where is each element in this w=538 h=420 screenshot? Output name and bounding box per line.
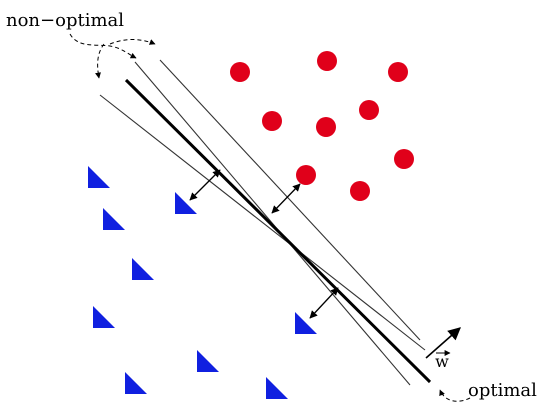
- class-a-point: [230, 62, 250, 82]
- class-a-point: [388, 62, 408, 82]
- class-b-point: [93, 306, 115, 328]
- margin-arrow-middle: [271, 183, 301, 214]
- class-b-point: [103, 208, 125, 230]
- optimal-separator-line: [124, 78, 432, 384]
- non-optimal-pointer-1: [69, 33, 137, 59]
- weight-vector-symbol: w: [435, 352, 449, 371]
- class-b-point: [175, 192, 197, 214]
- margin-arrow-right: [309, 287, 339, 319]
- optimal-pointer: [439, 389, 471, 402]
- class-a-points: [230, 51, 414, 201]
- class-a-point: [350, 181, 370, 201]
- class-b-point: [88, 166, 110, 188]
- class-a-point: [317, 51, 337, 71]
- non-optimal-pointer-2: [95, 43, 105, 79]
- class-b-point: [197, 350, 219, 372]
- non-optimal-label: non−optimal: [6, 10, 124, 31]
- non-optimal-line-1: [99, 94, 426, 351]
- margin-arrow-left: [189, 169, 221, 201]
- class-a-point: [316, 117, 336, 137]
- class-a-point: [296, 165, 316, 185]
- non-optimal-line-3: [159, 59, 421, 341]
- weight-vector-label: w: [435, 350, 451, 371]
- class-b-point: [266, 377, 288, 399]
- class-b-point: [125, 372, 147, 394]
- class-a-point: [394, 149, 414, 169]
- class-b-points: [88, 166, 317, 399]
- optimal-label: optimal: [468, 380, 537, 401]
- weight-vector-arrow: [425, 327, 461, 359]
- class-b-point: [295, 312, 317, 334]
- class-a-point: [359, 100, 379, 120]
- class-b-point: [132, 258, 154, 280]
- class-a-point: [262, 111, 282, 131]
- non-optimal-pointer-3: [109, 39, 156, 45]
